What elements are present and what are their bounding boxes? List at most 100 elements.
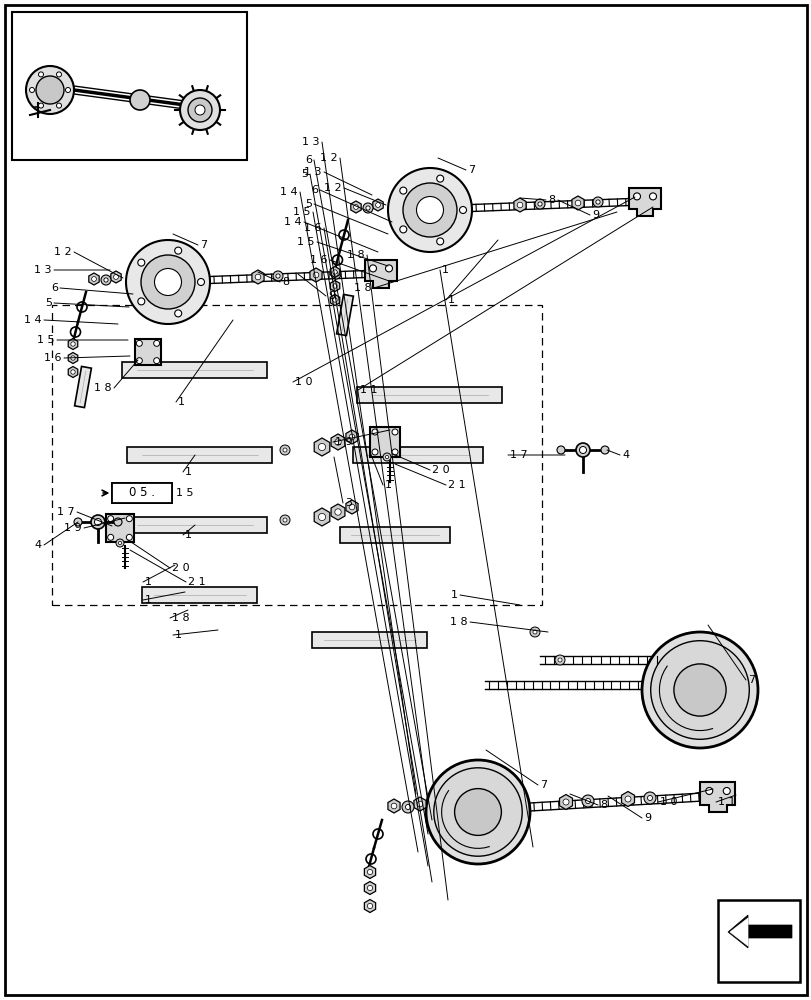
- Circle shape: [517, 202, 522, 208]
- Circle shape: [371, 449, 378, 455]
- Bar: [52, 305, 541, 605]
- Circle shape: [399, 187, 406, 194]
- Text: 7: 7: [200, 240, 207, 250]
- Circle shape: [280, 445, 290, 455]
- Polygon shape: [75, 366, 92, 408]
- Polygon shape: [345, 500, 358, 514]
- Text: 1: 1: [441, 265, 448, 275]
- Polygon shape: [314, 438, 329, 456]
- Polygon shape: [513, 198, 526, 212]
- Text: 1 2: 1 2: [54, 247, 72, 257]
- Circle shape: [116, 539, 124, 547]
- Polygon shape: [88, 273, 99, 285]
- Text: 8: 8: [547, 195, 555, 205]
- Text: 1: 1: [145, 595, 152, 605]
- Circle shape: [579, 446, 586, 454]
- Circle shape: [530, 627, 539, 637]
- Circle shape: [313, 272, 319, 278]
- Polygon shape: [330, 280, 339, 292]
- Text: 1 8: 1 8: [450, 617, 467, 627]
- Circle shape: [375, 203, 380, 207]
- Circle shape: [367, 903, 372, 909]
- Bar: [135, 339, 161, 365]
- Circle shape: [331, 269, 341, 279]
- Text: 1 4: 1 4: [24, 315, 42, 325]
- Text: 1 0: 1 0: [294, 377, 312, 387]
- Circle shape: [283, 448, 286, 452]
- Polygon shape: [364, 882, 375, 894]
- Text: 1 7: 1 7: [58, 507, 75, 517]
- Circle shape: [318, 513, 325, 521]
- Circle shape: [91, 515, 105, 529]
- Circle shape: [537, 202, 542, 206]
- Circle shape: [126, 240, 210, 324]
- Text: 1 5: 1 5: [297, 237, 315, 247]
- Text: 1 6: 1 6: [45, 353, 62, 363]
- Polygon shape: [331, 504, 345, 520]
- Circle shape: [534, 199, 544, 209]
- Circle shape: [366, 206, 370, 210]
- Circle shape: [26, 66, 74, 114]
- Polygon shape: [364, 865, 375, 878]
- Circle shape: [649, 193, 655, 200]
- Circle shape: [104, 278, 108, 282]
- Circle shape: [436, 175, 443, 182]
- Text: 9: 9: [591, 210, 599, 220]
- Text: 1: 1: [145, 577, 152, 587]
- Circle shape: [673, 664, 725, 716]
- Polygon shape: [340, 527, 449, 543]
- Polygon shape: [364, 900, 375, 912]
- Text: 1 8: 1 8: [172, 613, 190, 623]
- Circle shape: [581, 795, 594, 807]
- Circle shape: [29, 88, 34, 93]
- Circle shape: [57, 72, 62, 77]
- Polygon shape: [68, 366, 78, 377]
- Text: 1 9: 1 9: [335, 437, 352, 447]
- Circle shape: [138, 298, 144, 305]
- Text: 5: 5: [45, 298, 52, 308]
- Text: 6: 6: [311, 185, 318, 195]
- Circle shape: [705, 788, 712, 794]
- Text: 1 0: 1 0: [659, 797, 676, 807]
- Circle shape: [557, 658, 561, 662]
- Text: 8: 8: [599, 800, 607, 810]
- Circle shape: [650, 641, 749, 739]
- Circle shape: [349, 434, 354, 440]
- Circle shape: [333, 272, 337, 276]
- Text: 7: 7: [467, 165, 474, 175]
- Polygon shape: [68, 338, 78, 350]
- Circle shape: [426, 760, 530, 864]
- Text: 1 8: 1 8: [94, 383, 112, 393]
- Circle shape: [646, 795, 652, 801]
- Circle shape: [371, 429, 378, 435]
- Polygon shape: [330, 266, 339, 277]
- Text: 9: 9: [328, 291, 335, 301]
- Text: 1 2: 1 2: [320, 153, 337, 163]
- Circle shape: [38, 72, 44, 77]
- Circle shape: [74, 518, 82, 526]
- Circle shape: [94, 518, 101, 526]
- Text: 6: 6: [305, 155, 311, 165]
- Text: 1 6: 1 6: [310, 255, 328, 265]
- Circle shape: [154, 268, 182, 296]
- Circle shape: [197, 278, 204, 286]
- Circle shape: [401, 801, 414, 813]
- Circle shape: [436, 238, 443, 245]
- Bar: [12, 12, 247, 160]
- Polygon shape: [142, 587, 257, 603]
- Circle shape: [71, 342, 75, 346]
- Text: 1 9: 1 9: [64, 523, 82, 533]
- Circle shape: [554, 655, 564, 665]
- Polygon shape: [350, 201, 361, 213]
- Circle shape: [574, 200, 580, 206]
- Circle shape: [392, 449, 397, 455]
- Polygon shape: [345, 430, 358, 444]
- Circle shape: [36, 76, 64, 104]
- Text: 2 1: 2 1: [448, 480, 465, 490]
- Polygon shape: [629, 188, 660, 216]
- Bar: [112, 483, 172, 503]
- Text: 5: 5: [301, 169, 307, 179]
- Circle shape: [127, 534, 132, 540]
- Circle shape: [454, 789, 500, 835]
- Circle shape: [595, 200, 599, 204]
